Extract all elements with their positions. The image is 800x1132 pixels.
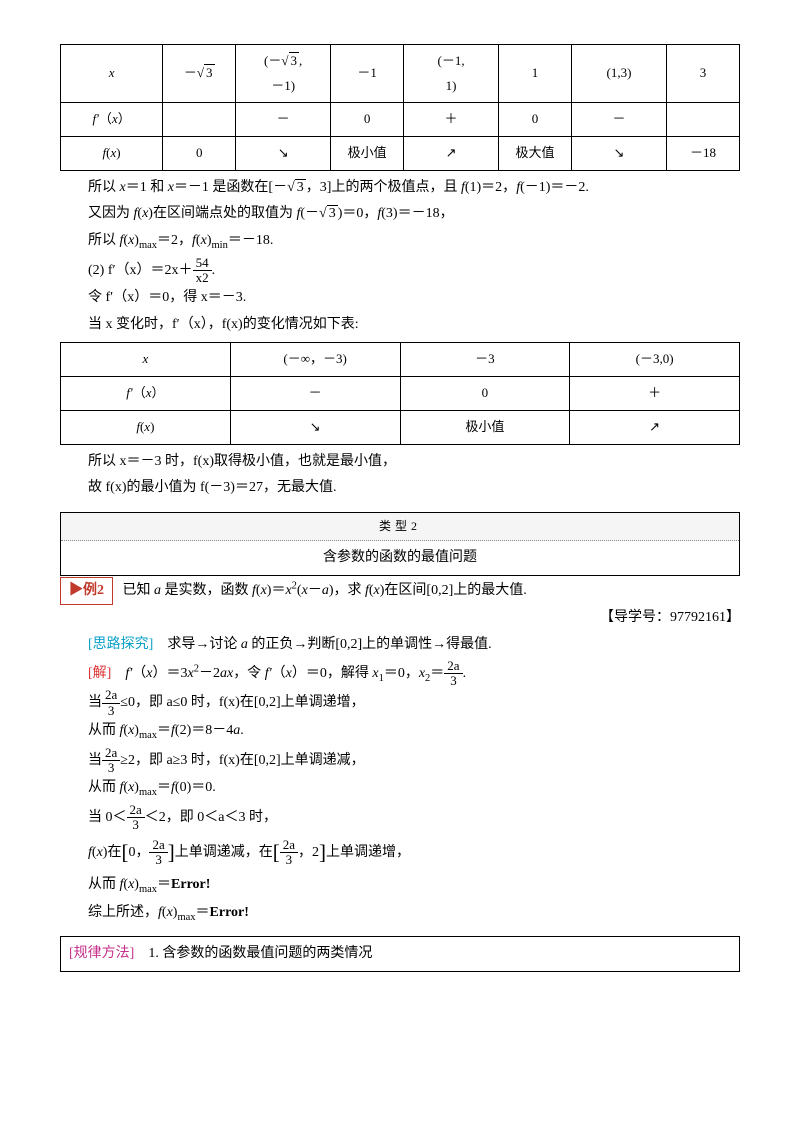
t1h0: x [109, 65, 115, 80]
section-title: 含参数的函数的最值问题 [61, 541, 739, 576]
t1h7: 3 [666, 45, 739, 103]
para-8: 故 f(x)的最小值为 f(－3)＝27，无最大值. [60, 475, 740, 502]
example-tag: ▶例2 [60, 577, 113, 606]
para-7: 所以 x＝－3 时，f(x)取得极小值，也就是最小值， [60, 449, 740, 476]
thought-line: [思路探究] 求导→讨论 a 的正负→判断[0,2]上的单调性→得最值. [60, 632, 740, 659]
section-header: 类型2 含参数的函数的最值问题 [60, 512, 740, 576]
sol-l8: 从而 f(x)max＝Error! [60, 872, 740, 900]
example-block: ▶例2 已知 a 是实数，函数 f(x)＝x2(x－a)，求 f(x)在区间[0… [60, 576, 740, 605]
t1h3: －1 [331, 45, 404, 103]
para-3: 所以 f(x)max＝2，f(x)min＝－18. [60, 228, 740, 256]
rule-label: [规律方法] [69, 946, 134, 961]
para-4: (2) f′（x）＝2x＋54x2. [60, 256, 740, 286]
sol-l3: 从而 f(x)max＝f(2)＝8－4a. [60, 718, 740, 746]
derivative-table-2: x (－∞，－3) －3 (－3,0) f′（x） － 0 ＋ f(x) ↘ 极… [60, 342, 740, 444]
example-text: 已知 a 是实数，函数 f(x)＝x2(x－a)，求 f(x)在区间[0,2]上… [123, 583, 527, 598]
section-tag: 类型2 [61, 513, 739, 541]
derivative-table-1: x －3 (－3,－1) －1 (－1,1) 1 (1,3) 3 f′（x） －… [60, 44, 740, 171]
para-1: 所以 x＝1 和 x＝－1 是函数在[－3，3]上的两个极值点，且 f(1)＝2… [60, 175, 740, 202]
rule-method-box: [规律方法] 1. 含参数的函数最值问题的两类情况 [60, 936, 740, 973]
sol-l5: 从而 f(x)max＝f(0)＝0. [60, 775, 740, 803]
sol-l7: f(x)在0，2a3上单调递减，在2a3，2上单调递增， [60, 833, 740, 873]
rule-text: 1. 含参数的函数最值问题的两类情况 [148, 946, 372, 961]
para-6: 当 x 变化时，f′（x），f(x)的变化情况如下表: [60, 312, 740, 339]
t1h6: (1,3) [572, 45, 667, 103]
sol-l6: 当 0＜2a3＜2，即 0＜a＜3 时， [60, 803, 740, 833]
sol-l1: [解] f′（x）＝3x2－2ax，令 f′（x）＝0，解得 x1＝0，x2＝2… [60, 659, 740, 689]
sol-l4: 当2a3≥2，即 a≥3 时，f(x)在[0,2]上单调递减， [60, 746, 740, 776]
para-2: 又因为 f(x)在区间端点处的取值为 f(－3)＝0，f(3)＝－18， [60, 201, 740, 228]
guide-number: 【导学号：97792161】 [60, 605, 740, 632]
t1h5: 1 [499, 45, 572, 103]
sol-l9: 综上所述，f(x)max＝Error! [60, 900, 740, 928]
sol-l2: 当2a3≤0，即 a≤0 时，f(x)在[0,2]上单调递增， [60, 688, 740, 718]
para-5: 令 f′（x）＝0，得 x＝－3. [60, 285, 740, 312]
